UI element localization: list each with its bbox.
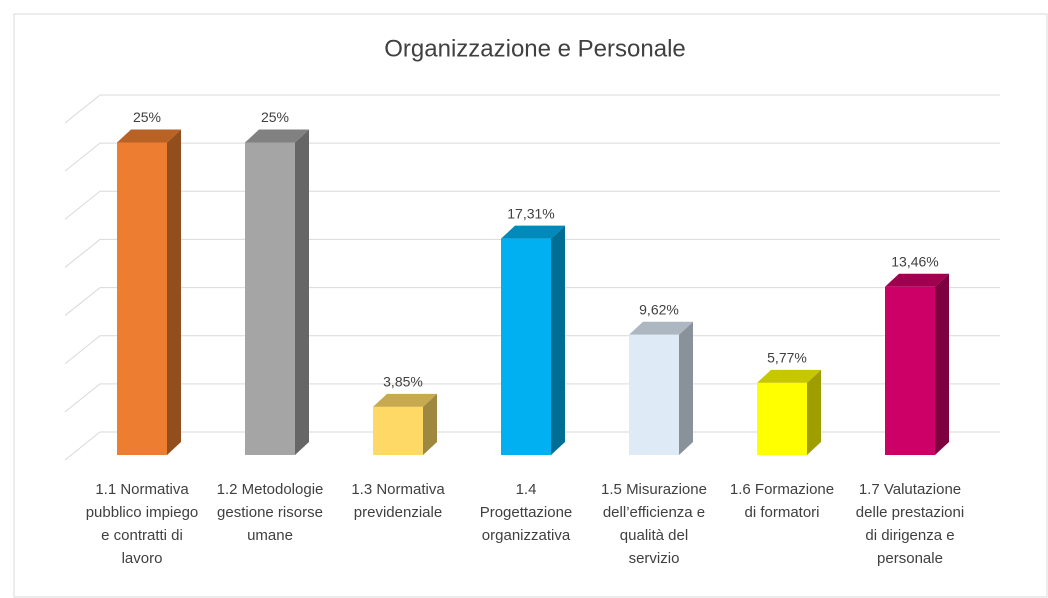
bar-top <box>885 273 949 287</box>
bar-side <box>167 129 181 455</box>
data-label: 5,77% <box>767 350 807 366</box>
grid-line <box>64 383 1000 413</box>
grid-line <box>64 287 1000 316</box>
data-label: 9,62% <box>639 301 679 317</box>
bar-side <box>679 321 693 455</box>
grid-line <box>64 335 1000 365</box>
x-tick-label: 1.4 Progettazione organizzativa <box>479 481 573 544</box>
bar <box>757 382 807 455</box>
x-tick-label: 1.7 Valutazione delle prestazioni di dir… <box>855 481 965 567</box>
bar-top <box>629 321 693 335</box>
bar-top <box>757 369 821 383</box>
grid-line <box>64 431 1000 461</box>
bar-side <box>295 129 309 455</box>
bar-top <box>373 393 437 407</box>
bar <box>373 406 423 455</box>
data-label: 13,46% <box>891 253 938 269</box>
bar-side <box>423 393 437 455</box>
x-tick-label: 1.6 Formazione di formatori <box>729 481 835 521</box>
data-label: 25% <box>261 109 289 125</box>
bar-side <box>551 225 565 455</box>
chart-border <box>13 13 1048 598</box>
data-label: 25% <box>133 109 161 125</box>
grid-line <box>64 142 1000 172</box>
x-tick-label: 1.1 Normativa pubblico impiego e contrat… <box>85 481 199 567</box>
bar-top <box>245 129 309 143</box>
bar <box>885 286 935 455</box>
bar-side <box>935 273 949 455</box>
chart-title: Organizzazione e Personale <box>384 35 686 62</box>
grid-line <box>64 238 1000 268</box>
bar <box>117 142 167 455</box>
bar <box>501 238 551 455</box>
bar-side <box>807 369 821 455</box>
data-label: 17,31% <box>507 205 554 221</box>
bar <box>245 142 295 455</box>
x-tick-label: 1.2 Metodologie gestione risorse umane <box>216 481 324 544</box>
x-tick-label: 1.3 Normativa previdenziale <box>351 481 445 521</box>
x-tick-label: 1.5 Misurazione dell’efficienza e qualit… <box>601 481 707 567</box>
grid-line <box>64 190 1000 220</box>
data-label: 3,85% <box>383 374 423 390</box>
bar-top <box>117 129 181 143</box>
bar-top <box>501 225 565 239</box>
grid-line <box>64 94 1000 124</box>
bar <box>629 334 679 455</box>
